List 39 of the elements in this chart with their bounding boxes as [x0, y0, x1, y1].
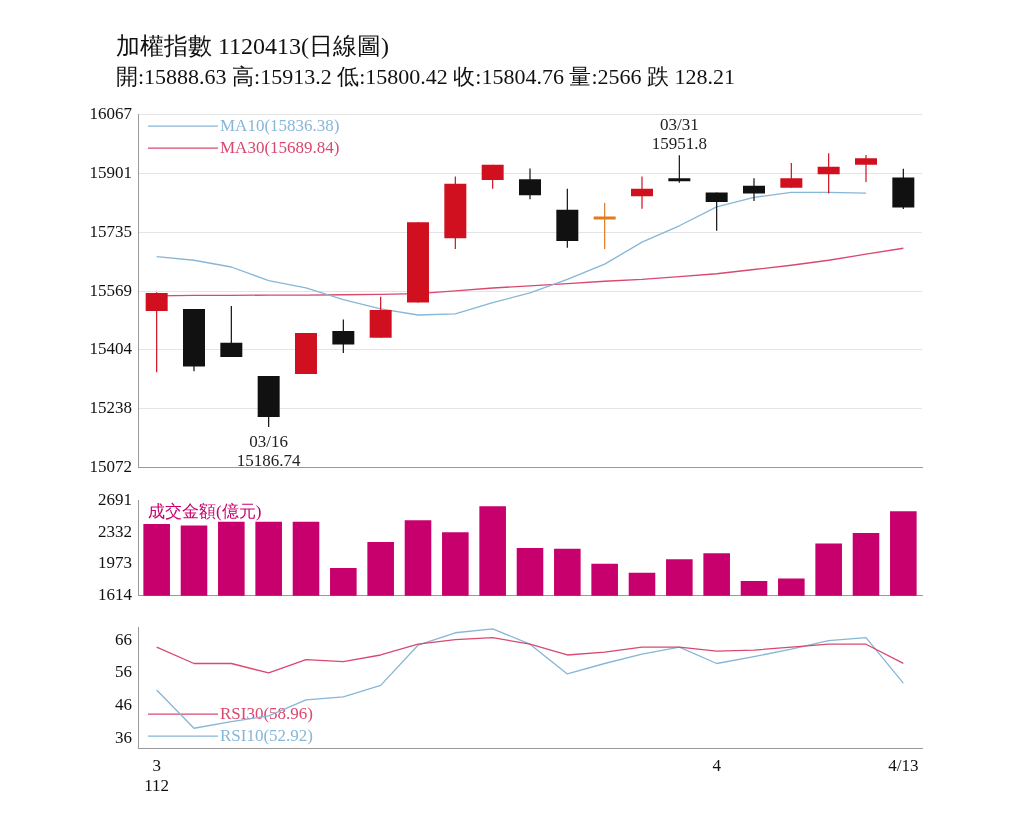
y-tick-label: 15901: [89, 162, 132, 182]
legend-label: MA10(15836.38): [220, 115, 340, 135]
candlestick: [593, 202, 616, 250]
candlestick: [668, 154, 691, 184]
candlestick: [220, 305, 243, 358]
x-tick-label: 3 112: [144, 755, 170, 796]
y-tick-label: 15735: [89, 221, 132, 241]
x-tick-label: 4/13: [888, 755, 919, 775]
candlestick: [481, 164, 504, 190]
y-tick-label: 15404: [89, 339, 133, 359]
y-tick-label: 1973: [98, 553, 132, 573]
y-tick-label: 2332: [98, 521, 132, 541]
y-tick-label: 46: [115, 695, 132, 715]
chart-title: 加權指數 1120413(日線圖): [116, 32, 390, 61]
y-tick-label: 16067: [89, 103, 133, 123]
candlestick: [743, 177, 765, 202]
y-tick-label: 1614: [98, 585, 133, 605]
annotation: 03/31 15951.8: [651, 115, 707, 154]
y-tick-label: 56: [115, 662, 132, 682]
y-tick-label: 15569: [89, 280, 132, 300]
series-label: 成交金額(億元): [148, 501, 262, 521]
candlestick: [332, 319, 355, 354]
y-tick-label: 66: [115, 629, 132, 649]
candlestick: [519, 167, 541, 200]
y-tick-label: 15072: [89, 457, 132, 477]
x-tick-label: 4: [712, 755, 722, 775]
legend-label: MA30(15689.84): [220, 137, 340, 157]
candlestick: [817, 152, 840, 195]
candlestick: [855, 154, 877, 183]
y-tick-label: 15238: [89, 398, 132, 418]
candlestick: [145, 291, 168, 373]
y-tick-label: 2691: [98, 489, 132, 509]
chart-subtitle: 開:15888.63 高:15913.2 低:15800.42 收:15804.76 量:2566 跌 128.21: [116, 63, 736, 91]
candlestick: [780, 162, 803, 189]
y-tick-label: 36: [115, 727, 132, 747]
legend-label: RSI10(52.92): [220, 725, 314, 745]
annotation: 03/16 15186.74: [236, 432, 302, 471]
candlestick: [631, 175, 653, 210]
candlestick: [705, 191, 728, 232]
